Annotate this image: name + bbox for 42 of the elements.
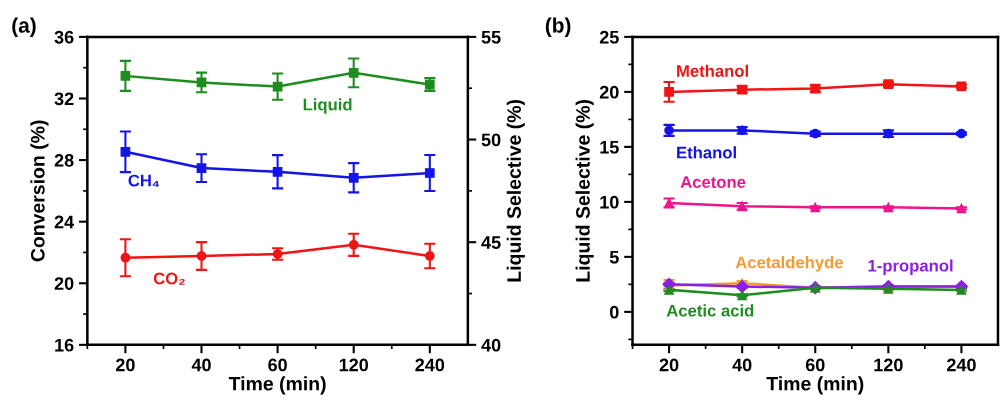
x-tick-label: 20: [115, 358, 135, 372]
series-label: 1-propanol: [868, 259, 953, 275]
series-label: CH₄: [128, 174, 160, 187]
series-label: Acetone: [680, 176, 746, 188]
x-tick-label: 240: [415, 358, 445, 372]
x-tick-label: 120: [874, 358, 903, 372]
y-tick-label: 20: [599, 85, 619, 99]
x-tick-label: 40: [191, 358, 211, 372]
y-tick-label: 25: [599, 30, 619, 44]
y-tick-label: 28: [54, 154, 74, 167]
y-axis-title: Liquid Selective (%): [575, 100, 594, 282]
series-label: Acetaldehyde: [735, 256, 844, 272]
x-axis-title: Time (min): [228, 376, 326, 395]
series-label: CO₂: [153, 272, 185, 285]
y-tick-label: 5: [609, 250, 619, 264]
y-tick-label: 20: [54, 277, 74, 290]
y-tick-label: 10: [600, 195, 619, 209]
x-tick-label: 120: [339, 358, 369, 372]
y2-tick-label: 45: [481, 236, 501, 249]
y-axis-title: Conversion (%): [30, 120, 49, 262]
y2-tick-label: 55: [481, 31, 501, 44]
x-tick-label: 20: [659, 358, 679, 372]
x-tick-label: 60: [268, 358, 287, 372]
y2-tick-label: 50: [481, 133, 501, 147]
series-label: Methanol: [677, 64, 748, 77]
x-tick-label: 240: [947, 358, 976, 372]
series-label: Liquid: [303, 98, 352, 114]
y2-tick-label: 40: [481, 338, 501, 352]
y-tick-label: 15: [600, 141, 619, 154]
x-tick-label: 40: [732, 358, 752, 372]
y-tick-label: 16: [55, 338, 74, 352]
y-tick-label: 32: [54, 92, 74, 106]
x-tick-label: 60: [805, 358, 825, 372]
y-tick-label: 0: [610, 305, 619, 319]
chart-title: (b): [545, 17, 571, 37]
chart-title: (a): [12, 17, 36, 37]
y-tick-label: 24: [54, 215, 75, 229]
series-label: Acetic acid: [666, 304, 754, 317]
y-tick-label: 36: [54, 30, 74, 44]
y2-axis-title: Liquid Selective (%): [506, 100, 525, 282]
series-label: Ethanol: [677, 146, 736, 159]
x-axis-title: Time (min): [766, 376, 864, 395]
